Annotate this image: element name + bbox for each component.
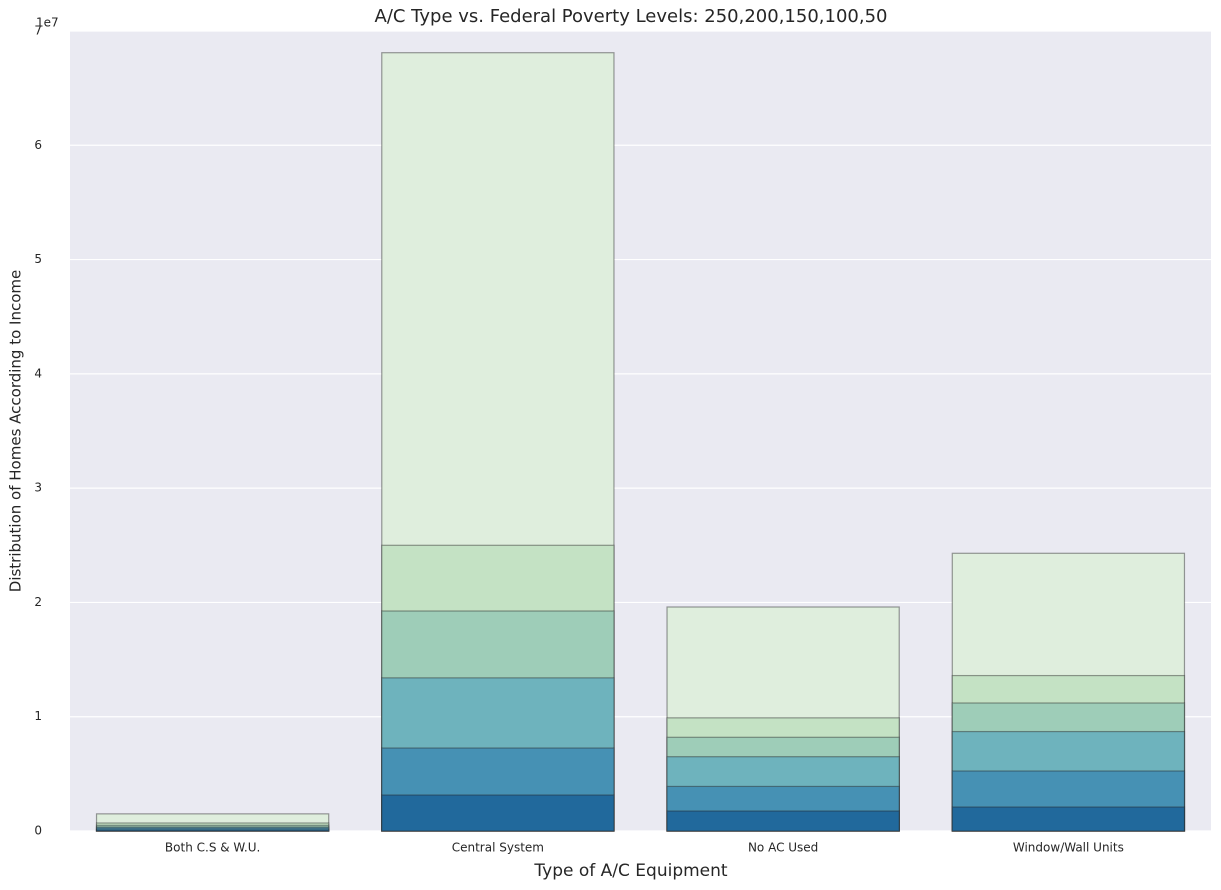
y-tick-label: 4 [34,366,42,380]
x-axis-label: Type of A/C Equipment [533,861,727,881]
x-tick-label: Both C.S & W.U. [165,841,260,855]
y-tick-label: 7 [34,24,42,38]
y-tick-label: 3 [34,481,42,495]
x-tick-label: No AC Used [748,841,818,855]
y-offset-label: 1e7 [36,16,59,30]
chart-title: A/C Type vs. Federal Poverty Levels: 250… [375,6,888,27]
y-axis-label: Distribution of Homes According to Incom… [7,270,25,592]
y-tick-label: 1 [34,709,42,723]
y-tick-label: 6 [34,138,42,152]
x-tick-label: Central System [452,841,544,855]
y-tick-label: 2 [34,595,42,609]
bar [381,794,615,832]
y-tick-label: 0 [34,824,42,838]
x-tick-label: Window/Wall Units [1013,841,1124,855]
y-tick-label: 5 [34,252,42,266]
bar [95,829,330,832]
bar [666,810,900,832]
bars [95,52,1186,832]
bar [951,806,1186,832]
